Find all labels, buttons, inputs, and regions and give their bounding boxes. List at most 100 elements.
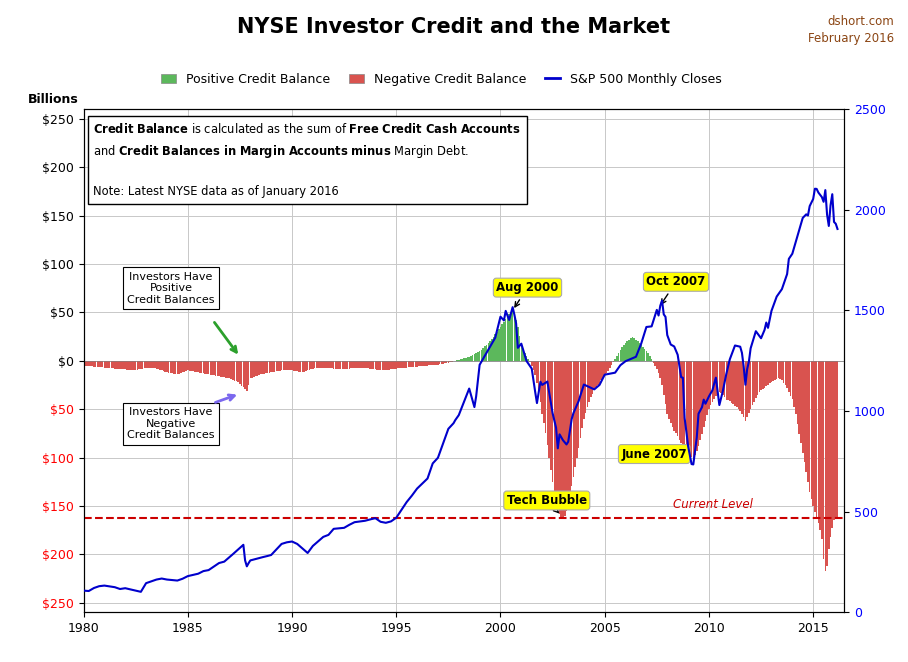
Bar xyxy=(476,353,477,361)
Bar xyxy=(684,361,686,448)
Bar xyxy=(440,361,442,364)
Bar xyxy=(239,361,241,384)
Bar xyxy=(262,361,263,374)
Bar xyxy=(727,361,729,401)
Bar xyxy=(237,361,239,383)
Bar xyxy=(809,361,811,492)
Bar xyxy=(135,361,136,371)
Bar xyxy=(764,361,765,388)
Bar xyxy=(750,361,752,409)
Bar xyxy=(86,361,88,366)
Bar xyxy=(777,361,779,378)
Bar xyxy=(402,361,404,368)
Bar xyxy=(199,361,201,373)
Bar xyxy=(613,361,614,362)
Bar xyxy=(138,361,140,369)
Bar xyxy=(314,361,315,368)
Bar xyxy=(355,361,357,367)
Bar xyxy=(84,361,86,366)
Bar xyxy=(172,361,173,373)
Bar xyxy=(330,361,331,368)
Bar xyxy=(234,361,235,381)
Bar xyxy=(442,361,444,363)
Bar xyxy=(826,361,828,566)
Bar xyxy=(423,361,425,366)
Bar xyxy=(666,361,668,414)
Bar xyxy=(817,361,819,524)
Bar xyxy=(505,319,507,361)
Bar xyxy=(522,350,524,361)
Bar xyxy=(421,361,423,366)
Bar xyxy=(109,361,111,368)
Bar xyxy=(159,361,161,370)
Bar xyxy=(701,361,703,434)
Bar xyxy=(349,361,350,369)
Bar xyxy=(617,353,619,361)
Bar xyxy=(390,361,392,369)
Bar xyxy=(244,361,246,389)
Bar xyxy=(458,360,459,361)
Bar xyxy=(676,361,678,436)
Bar xyxy=(615,359,616,361)
Bar xyxy=(788,361,790,392)
Bar xyxy=(779,361,781,379)
Bar xyxy=(170,361,172,373)
Bar xyxy=(474,354,475,361)
Bar xyxy=(157,361,159,369)
Bar xyxy=(416,361,418,367)
Bar xyxy=(503,322,505,361)
Bar xyxy=(607,361,609,371)
Bar xyxy=(499,327,501,361)
Bar xyxy=(538,361,539,391)
Bar xyxy=(373,361,374,369)
Bar xyxy=(274,361,275,372)
Bar xyxy=(828,361,830,549)
Bar xyxy=(813,361,814,506)
Bar xyxy=(741,361,743,414)
Bar xyxy=(758,361,760,392)
Bar xyxy=(526,356,528,361)
Bar xyxy=(213,361,214,375)
Bar xyxy=(657,361,659,373)
Bar xyxy=(315,361,317,368)
Bar xyxy=(467,357,469,361)
Bar xyxy=(575,361,576,467)
Bar xyxy=(634,338,635,361)
Bar xyxy=(113,361,114,368)
Bar xyxy=(204,361,206,373)
Bar xyxy=(814,361,815,512)
Bar xyxy=(550,361,552,470)
Bar xyxy=(277,361,279,371)
Bar xyxy=(222,361,223,377)
Text: dshort.com: dshort.com xyxy=(827,15,894,28)
Bar xyxy=(520,346,522,361)
Bar xyxy=(164,361,166,372)
Text: Aug 2000: Aug 2000 xyxy=(497,281,558,307)
Bar xyxy=(191,361,192,371)
Bar xyxy=(765,361,767,387)
Bar xyxy=(729,361,731,401)
Bar xyxy=(396,361,397,369)
Bar xyxy=(739,361,741,411)
Bar xyxy=(706,361,708,415)
Bar xyxy=(533,361,534,370)
Bar xyxy=(678,361,680,440)
Bar xyxy=(545,361,547,433)
Bar xyxy=(792,361,793,399)
Bar xyxy=(293,361,294,371)
Bar xyxy=(783,361,785,383)
Bar xyxy=(394,361,395,369)
Bar xyxy=(536,361,538,383)
Bar xyxy=(345,361,347,369)
Bar xyxy=(430,361,432,365)
Bar xyxy=(151,361,152,368)
Bar xyxy=(616,356,617,361)
Bar xyxy=(128,361,130,370)
Bar xyxy=(336,361,338,369)
Bar xyxy=(166,361,168,373)
Bar xyxy=(300,361,301,372)
Bar xyxy=(836,361,838,518)
Bar xyxy=(385,361,387,371)
Bar xyxy=(495,334,496,361)
Bar xyxy=(446,361,448,363)
